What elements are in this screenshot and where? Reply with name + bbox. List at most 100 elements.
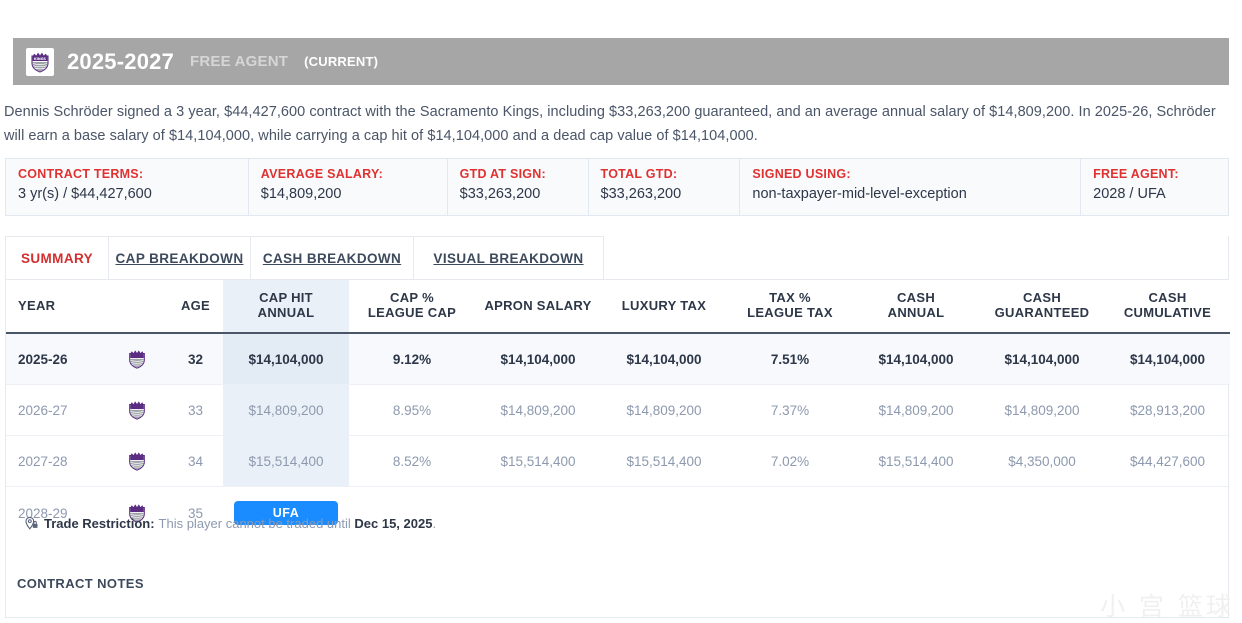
term-signed-using: SIGNED USING: non-taxpayer-mid-level-exc… xyxy=(740,159,1082,215)
term-contract-terms: CONTRACT TERMS: 3 yr(s) / $44,427,600 xyxy=(6,159,249,215)
contract-summary-table: YEAR AGE CAP HIT ANNUAL CAP % LEAGUE CAP… xyxy=(6,280,1230,539)
sacramento-kings-shield-icon xyxy=(126,399,148,421)
cell-year: 2027-28 xyxy=(6,435,106,487)
column-header-cash-guaranteed[interactable]: CASH GUARANTEED xyxy=(979,280,1105,334)
trade-restriction-label: Trade Restriction: xyxy=(44,516,155,531)
cell-luxury-tax xyxy=(601,487,727,540)
contract-header-band: KINGS 2025-2027 FREE AGENT (CURRENT) xyxy=(13,38,1229,85)
term-label: CONTRACT TERMS: xyxy=(18,167,144,181)
cell-tax-pct: 7.51% xyxy=(727,333,853,385)
trade-restriction-note: Trade Restriction: This player cannot be… xyxy=(5,516,1229,531)
cell-cap-pct: 8.52% xyxy=(349,435,475,487)
header-line-2: ANNUAL xyxy=(887,305,945,320)
column-header-team xyxy=(106,280,168,334)
cell-cap-hit: $15,514,400 xyxy=(223,435,349,487)
term-label: TOTAL GTD: xyxy=(600,167,678,181)
cell-cash-cumulative: $44,427,600 xyxy=(1105,435,1230,487)
contract-terms-strip: CONTRACT TERMS: 3 yr(s) / $44,427,600 AV… xyxy=(5,158,1229,216)
column-header-cash-annual[interactable]: CASH ANNUAL xyxy=(853,280,979,334)
cell-year: 2025-26 xyxy=(6,333,106,385)
map-pin-lock-icon xyxy=(24,516,39,531)
cell-team-logo xyxy=(106,384,168,436)
column-header-cap-hit-annual[interactable]: CAP HIT ANNUAL xyxy=(223,280,349,334)
cell-cash-guaranteed: $14,104,000 xyxy=(979,333,1105,385)
cell-cash-annual: $14,809,200 xyxy=(853,384,979,436)
breakdown-tabs: SUMMARY CAP BREAKDOWN CASH BREAKDOWN VIS… xyxy=(6,236,1228,280)
sacramento-kings-shield-icon xyxy=(126,502,148,524)
cell-year: 2028-29 xyxy=(18,505,68,521)
cell-cash-annual xyxy=(853,487,979,540)
header-line-2: LEAGUE TAX xyxy=(747,305,833,320)
header-line-2: CUMULATIVE xyxy=(1123,305,1212,320)
term-value: $33,263,200 xyxy=(600,186,682,202)
header-line-1: CAP % xyxy=(390,290,434,305)
column-header-apron-salary[interactable]: APRON SALARY xyxy=(475,280,601,334)
cell-apron-salary xyxy=(475,487,601,540)
cell-cap-pct: 9.12% xyxy=(349,333,475,385)
cell-luxury-tax: $15,514,400 xyxy=(601,435,727,487)
tab-cap-breakdown[interactable]: CAP BREAKDOWN xyxy=(109,236,251,279)
term-label: AVERAGE SALARY: xyxy=(260,167,384,181)
column-header-year[interactable]: YEAR xyxy=(6,280,106,334)
cell-team-logo xyxy=(106,487,168,540)
cell-age: 33 xyxy=(168,384,223,436)
trade-restriction-text: This player cannot be traded until xyxy=(158,516,351,531)
term-free-agent: FREE AGENT: 2028 / UFA xyxy=(1081,159,1228,215)
contract-breakdown-card: SUMMARY CAP BREAKDOWN CASH BREAKDOWN VIS… xyxy=(5,236,1230,618)
table-row: 2027-28 xyxy=(6,435,1230,487)
cell-apron-salary: $14,104,000 xyxy=(475,333,601,385)
cell-team-logo xyxy=(106,333,168,385)
cell-apron-salary: $14,809,200 xyxy=(475,384,601,436)
term-value: non-taxpayer-mid-level-exception xyxy=(752,186,967,202)
term-average-salary: AVERAGE SALARY: $14,809,200 xyxy=(249,159,448,215)
cell-cap-pct: 8.95% xyxy=(349,384,475,436)
cell-cash-annual: $15,514,400 xyxy=(853,435,979,487)
term-value: 3 yr(s) / $44,427,600 xyxy=(18,186,152,202)
table-row: 2025-26 xyxy=(6,333,1230,385)
header-line-2: GUARANTEED xyxy=(994,305,1090,320)
term-label: FREE AGENT: xyxy=(1093,167,1179,181)
column-header-luxury-tax[interactable]: LUXURY TAX xyxy=(601,280,727,334)
table-row: 2026-27 xyxy=(6,384,1230,436)
contract-current-tag: (CURRENT) xyxy=(304,54,379,69)
ufa-badge[interactable]: UFA xyxy=(234,501,338,525)
cell-tax-pct: 7.02% xyxy=(727,435,853,487)
cell-cap-pct xyxy=(349,487,475,540)
table-row: 2028-29 xyxy=(6,487,1230,540)
tab-cash-breakdown[interactable]: CASH BREAKDOWN xyxy=(251,236,414,279)
term-value: 2028 / UFA xyxy=(1093,186,1166,202)
cell-cash-cumulative: $14,104,000 xyxy=(1105,333,1230,385)
cell-cash-annual: $14,104,000 xyxy=(853,333,979,385)
cell-cash-guaranteed: $4,350,000 xyxy=(979,435,1105,487)
column-header-cash-cumulative[interactable]: CASH CUMULATIVE xyxy=(1105,280,1230,334)
cell-tax-pct: 7.37% xyxy=(727,384,853,436)
cell-age: 32 xyxy=(168,333,223,385)
sacramento-kings-shield-icon: KINGS xyxy=(26,47,54,76)
column-header-tax-pct-league-tax[interactable]: TAX % LEAGUE TAX xyxy=(727,280,853,334)
cell-cap-hit: $14,104,000 xyxy=(223,333,349,385)
term-label: GTD AT SIGN: xyxy=(459,167,546,181)
cell-cash-cumulative xyxy=(1105,487,1230,540)
header-line-2: ANNUAL xyxy=(257,305,315,320)
tab-visual-breakdown[interactable]: VISUAL BREAKDOWN xyxy=(414,236,604,279)
cell-cap-hit: $14,809,200 xyxy=(223,384,349,436)
term-value: $14,809,200 xyxy=(260,186,342,202)
cell-cash-cumulative: $28,913,200 xyxy=(1105,384,1230,436)
tab-summary[interactable]: SUMMARY xyxy=(6,236,109,279)
cell-luxury-tax: $14,104,000 xyxy=(601,333,727,385)
cell-tax-pct xyxy=(727,487,853,540)
header-line-1: CASH xyxy=(896,290,936,305)
column-header-cap-pct-league-cap[interactable]: CAP % LEAGUE CAP xyxy=(349,280,475,334)
column-header-age[interactable]: AGE xyxy=(168,280,223,334)
header-line-1: TAX % xyxy=(769,290,811,305)
trade-restriction-period: . xyxy=(432,516,437,531)
header-line-1: CAP HIT xyxy=(259,290,313,305)
cell-age: 35 xyxy=(187,505,204,521)
term-total-gtd: TOTAL GTD: $33,263,200 xyxy=(589,159,741,215)
sacramento-kings-shield-icon xyxy=(126,348,148,370)
cell-luxury-tax: $14,809,200 xyxy=(601,384,727,436)
term-gtd-at-sign: GTD AT SIGN: $33,263,200 xyxy=(448,159,589,215)
header-line-2: LEAGUE CAP xyxy=(367,305,457,320)
cell-age: 34 xyxy=(168,435,223,487)
